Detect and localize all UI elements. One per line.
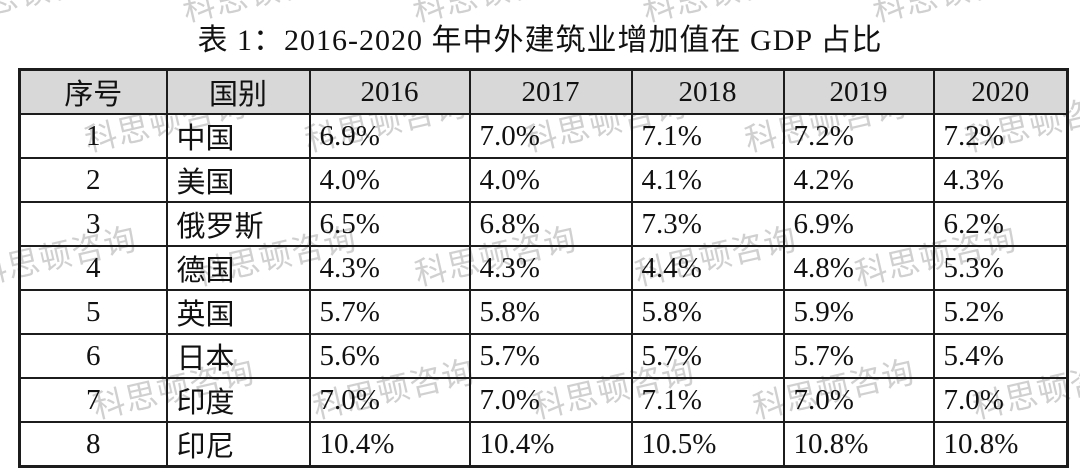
table-row: 2 美国 4.0% 4.0% 4.1% 4.2% 4.3% [18,157,1069,203]
country-cell: 日本 [165,333,311,379]
value-cell: 4.0% [308,157,471,203]
table-row: 4 德国 4.3% 4.3% 4.4% 4.8% 5.3% [18,245,1069,291]
header-row: 序号 国别 2016 2017 2018 2019 2020 [18,68,1069,115]
value-cell: 4.1% [630,157,785,203]
table-row: 8 印尼 10.4% 10.4% 10.5% 10.8% 10.8% [18,421,1069,468]
value-cell: 5.2% [932,289,1069,335]
value-cell: 6.2% [932,201,1069,247]
value-cell: 7.2% [932,113,1069,159]
value-cell: 10.5% [630,421,785,468]
column-header: 2018 [630,68,785,115]
table-body: 1 中国 6.9% 7.0% 7.1% 7.2% 7.2% 2 美国 4.0% 4.0% 4.1% 4.… [18,113,1069,468]
value-cell: 7.2% [782,113,935,159]
row-number-cell: 4 [18,245,168,291]
value-cell: 4.2% [782,157,935,203]
value-cell: 5.7% [782,333,935,379]
value-cell: 7.3% [630,201,785,247]
column-header: 国别 [165,68,311,115]
value-cell: 5.9% [782,289,935,335]
country-cell: 中国 [165,113,311,159]
column-header: 序号 [18,68,168,115]
row-number-cell: 1 [18,113,168,159]
value-cell: 7.0% [468,113,633,159]
column-header: 2017 [468,68,633,115]
value-cell: 5.3% [932,245,1069,291]
value-cell: 4.3% [308,245,471,291]
value-cell: 5.8% [630,289,785,335]
row-number-cell: 7 [18,377,168,423]
table-head: 序号 国别 2016 2017 2018 2019 2020 [18,68,1069,115]
gdp-share-table: 序号 国别 2016 2017 2018 2019 2020 1 中国 6.9% 7.0% 7.1%… [18,68,1069,468]
value-cell: 10.4% [308,421,471,468]
column-header: 2020 [932,68,1069,115]
column-header: 2019 [782,68,935,115]
value-cell: 5.7% [468,333,633,379]
row-number-cell: 5 [18,289,168,335]
country-cell: 印尼 [165,421,311,468]
table-row: 3 俄罗斯 6.5% 6.8% 7.3% 6.9% 6.2% [18,201,1069,247]
table-row: 6 日本 5.6% 5.7% 5.7% 5.7% 5.4% [18,333,1069,379]
value-cell: 6.9% [782,201,935,247]
value-cell: 10.8% [782,421,935,468]
value-cell: 4.3% [932,157,1069,203]
table-row: 5 英国 5.7% 5.8% 5.8% 5.9% 5.2% [18,289,1069,335]
value-cell: 7.0% [782,377,935,423]
country-cell: 俄罗斯 [165,201,311,247]
country-cell: 德国 [165,245,311,291]
value-cell: 6.5% [308,201,471,247]
value-cell: 7.0% [468,377,633,423]
value-cell: 7.0% [308,377,471,423]
country-cell: 英国 [165,289,311,335]
value-cell: 5.7% [630,333,785,379]
table-row: 1 中国 6.9% 7.0% 7.1% 7.2% 7.2% [18,113,1069,159]
value-cell: 10.8% [932,421,1069,468]
row-number-cell: 6 [18,333,168,379]
value-cell: 4.4% [630,245,785,291]
value-cell: 4.3% [468,245,633,291]
value-cell: 5.8% [468,289,633,335]
value-cell: 7.1% [630,113,785,159]
value-cell: 7.0% [932,377,1069,423]
row-number-cell: 2 [18,157,168,203]
country-cell: 美国 [165,157,311,203]
row-number-cell: 3 [18,201,168,247]
value-cell: 4.0% [468,157,633,203]
column-header: 2016 [308,68,471,115]
table-title: 表 1：2016-2020 年中外建筑业增加值在 GDP 占比 [197,24,883,57]
value-cell: 5.4% [932,333,1069,379]
country-cell: 印度 [165,377,311,423]
value-cell: 4.8% [782,245,935,291]
value-cell: 5.6% [308,333,471,379]
value-cell: 6.9% [308,113,471,159]
value-cell: 6.8% [468,201,633,247]
value-cell: 10.4% [468,421,633,468]
row-number-cell: 8 [18,421,168,468]
table-row: 7 印度 7.0% 7.0% 7.1% 7.0% 7.0% [18,377,1069,423]
value-cell: 7.1% [630,377,785,423]
value-cell: 5.7% [308,289,471,335]
